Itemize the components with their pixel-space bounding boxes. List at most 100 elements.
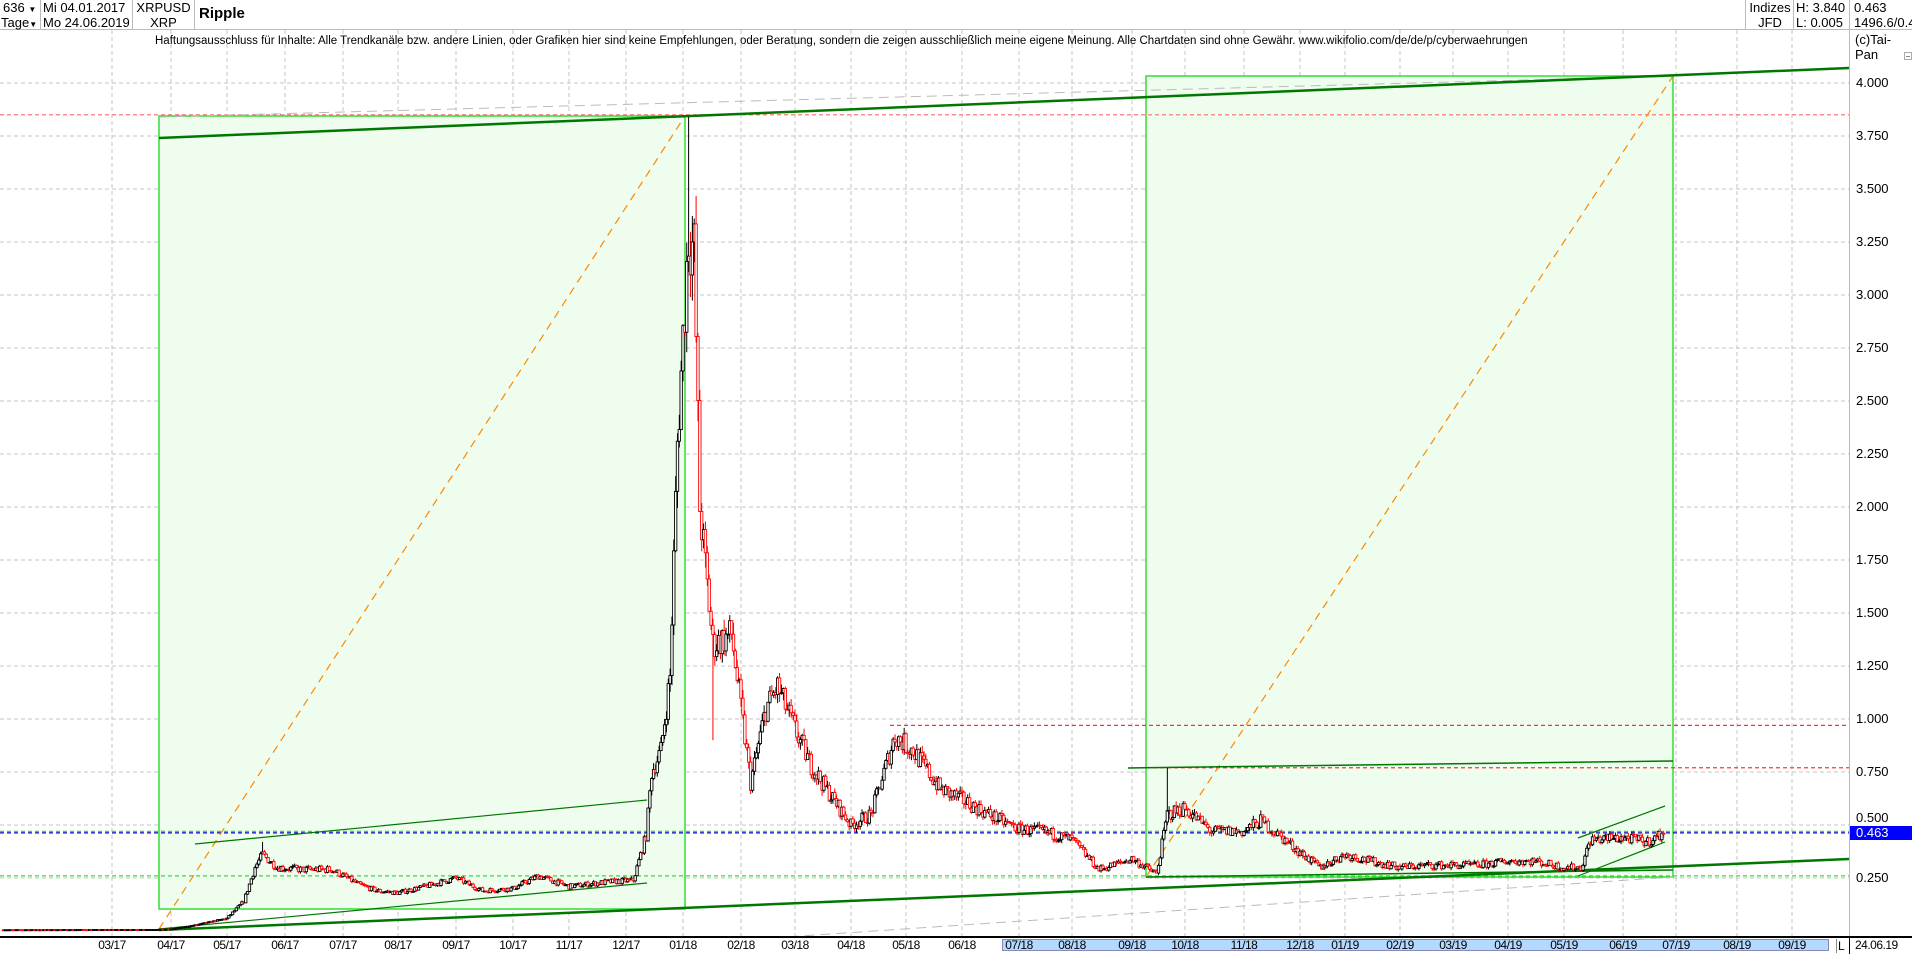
- candle: [655, 755, 659, 777]
- copyright: (c)Tai-Pan: [1855, 32, 1892, 62]
- date-to[interactable]: Mo 24.06.2019: [43, 15, 130, 30]
- candle-body: [829, 799, 833, 802]
- candle: [1261, 814, 1265, 821]
- candle: [1393, 861, 1397, 869]
- candle: [707, 574, 711, 612]
- candle-body: [398, 891, 402, 895]
- gray-dashed-upper[interactable]: [158, 75, 1674, 118]
- candle-body: [560, 880, 564, 884]
- candle: [1146, 862, 1150, 869]
- candle: [1149, 867, 1154, 872]
- candle-body: [392, 890, 397, 895]
- x-tick-label: 06/19: [1609, 938, 1637, 952]
- candle: [1649, 844, 1653, 848]
- candle-body: [685, 261, 689, 333]
- candle-body: [1647, 837, 1652, 847]
- price-axis[interactable]: (c)Tai-Pan 4.000 3.750 3.500 3.250 3.000 2.75…: [1849, 30, 1912, 936]
- channel-recent-upper[interactable]: [1577, 805, 1666, 839]
- candle: [760, 713, 764, 733]
- candle-body: [509, 887, 513, 892]
- candle: [1430, 863, 1434, 871]
- candle-body: [1101, 865, 1105, 870]
- candle-body: [1163, 821, 1168, 831]
- candle-body: [586, 881, 590, 888]
- period-dropdown[interactable]: Tage▼: [1, 15, 37, 30]
- price-chart[interactable]: [0, 0, 1849, 936]
- candle-body: [523, 880, 528, 884]
- candle: [845, 818, 850, 823]
- candle: [1626, 832, 1630, 842]
- collapse-icon[interactable]: [1904, 52, 1912, 60]
- candle: [1583, 854, 1587, 868]
- candle: [1060, 832, 1064, 844]
- candle: [648, 789, 652, 813]
- candle-body: [247, 883, 252, 892]
- candle-body: [842, 806, 846, 816]
- candle: [289, 865, 293, 873]
- candle-body: [1044, 826, 1049, 833]
- scale-mode[interactable]: L: [1838, 939, 1845, 953]
- candle: [424, 883, 428, 886]
- candle-body: [1208, 826, 1212, 833]
- candle: [253, 865, 257, 878]
- candle: [1502, 858, 1507, 864]
- candle: [262, 849, 267, 856]
- candle: [1290, 838, 1295, 853]
- candle: [1454, 862, 1459, 868]
- x-tick-label: 03/17: [98, 938, 126, 952]
- fib-diagonal-left[interactable]: [158, 115, 686, 930]
- trend-lines[interactable]: [158, 66, 1849, 936]
- candle-body: [690, 241, 695, 276]
- candle-body: [882, 767, 886, 781]
- range-box-2017[interactable]: [158, 115, 686, 910]
- candle: [498, 888, 502, 892]
- candle-body: [1261, 814, 1265, 818]
- candle-body: [1476, 861, 1480, 867]
- trend-upper[interactable]: [158, 66, 1849, 140]
- candle-body: [1091, 856, 1095, 867]
- candle-body: [289, 866, 293, 871]
- candle: [971, 801, 976, 813]
- candle: [411, 890, 415, 893]
- fib-diagonal-right[interactable]: [1145, 75, 1674, 878]
- candle-body: [1002, 814, 1006, 825]
- candle: [1078, 840, 1082, 849]
- y-tick-label: 3.000: [1856, 287, 1889, 302]
- candle: [549, 876, 553, 882]
- candle-body: [768, 690, 772, 703]
- candle: [1091, 855, 1095, 869]
- candle-body: [454, 875, 458, 879]
- candle-body: [1430, 863, 1434, 869]
- channel-recent-lower[interactable]: [1577, 841, 1666, 877]
- candle: [1630, 831, 1634, 845]
- y-tick-label: 2.500: [1856, 393, 1889, 408]
- candle-body: [1355, 857, 1360, 862]
- candle: [1181, 801, 1185, 818]
- channel-left-upper[interactable]: [194, 799, 648, 845]
- time-axis-highlight[interactable]: [1002, 939, 1829, 951]
- candle-body: [756, 743, 761, 754]
- candle-body: [516, 885, 521, 889]
- candle: [880, 776, 884, 791]
- candle: [867, 805, 871, 825]
- candle-body: [960, 790, 964, 793]
- gray-dashed-lower[interactable]: [549, 876, 1674, 936]
- candle-body: [234, 907, 239, 912]
- candle-body: [1170, 817, 1175, 820]
- candle: [793, 709, 797, 724]
- candle-body: [513, 885, 517, 890]
- channel-left-lower[interactable]: [158, 882, 648, 930]
- bars-count-dropdown[interactable]: 636 ▼: [3, 0, 36, 15]
- candle: [1257, 824, 1261, 831]
- candle: [527, 878, 531, 885]
- candle-body: [1393, 861, 1397, 867]
- candle-body: [236, 905, 240, 909]
- date-from[interactable]: Mi 04.01.2017: [43, 0, 126, 15]
- candle-body: [1211, 830, 1216, 834]
- candle: [1266, 818, 1270, 834]
- time-axis[interactable]: 03/17 04/17 05/17 06/17 07/17 08/17 09/17 10/17…: [0, 936, 1912, 954]
- channel-right-lower[interactable]: [1145, 869, 1674, 878]
- candle: [873, 790, 877, 814]
- channel-right-upper[interactable]: [1127, 760, 1674, 769]
- candle: [320, 864, 324, 871]
